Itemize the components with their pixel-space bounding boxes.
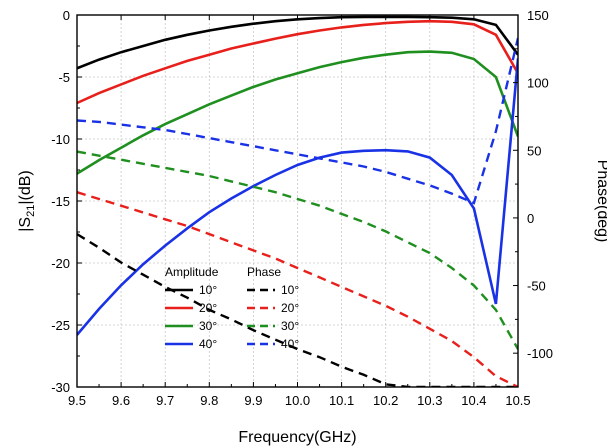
y-left-tick-label: 0 [63, 8, 70, 23]
x-tick-label: 10.4 [461, 393, 486, 408]
legend-phase-label: 20° [281, 301, 299, 315]
legend: Amplitude Phase 10° 10° 20° 20° 30° 30° 40° 40° [165, 265, 299, 351]
x-tick-label: 10.0 [285, 393, 310, 408]
y-left-tick-label: -25 [51, 318, 70, 333]
y-right-tick-label: 150 [527, 8, 549, 23]
x-tick-label: 9.5 [68, 393, 86, 408]
x-tick-label: 9.9 [244, 393, 262, 408]
phase-series-line [77, 191, 518, 387]
amplitude-series-line [77, 50, 518, 175]
y-left-tick-label: -5 [58, 70, 70, 85]
y-left-tick-label: -15 [51, 194, 70, 209]
x-tick-label: 9.7 [156, 393, 174, 408]
x-tick-label: 10.3 [417, 393, 442, 408]
axis-ticks: 9.5 9.6 9.7 9.8 9.9 10.0 10.1 10.2 10.3 10.4 10.5 0… [51, 8, 553, 408]
y-axis-left-label-sub: 21 [25, 205, 37, 217]
legend-amplitude-label: 20° [199, 301, 217, 315]
y-right-tick-label: 100 [527, 76, 549, 91]
legend-phase-label: 30° [281, 319, 299, 333]
y-axis-right-label: Phase(deg) [594, 160, 607, 243]
y-axis-left-label: |S21|(dB) [17, 170, 37, 231]
legend-phase-label: 40° [281, 337, 299, 351]
legend-amplitude-label: 30° [199, 319, 217, 333]
y-right-tick-label: -100 [527, 346, 553, 361]
x-tick-label: 9.8 [200, 393, 218, 408]
y-right-tick-label: 0 [527, 211, 534, 226]
x-axis-label: Frequency(GHz) [238, 429, 356, 446]
legend-phase-title: Phase [247, 265, 281, 279]
legend-amplitude-label: 10° [199, 283, 217, 297]
legend-amplitude-title: Amplitude [165, 265, 219, 279]
amplitude-series-line [77, 19, 518, 105]
y-right-tick-label: -50 [527, 279, 546, 294]
amplitude-series-line [77, 58, 518, 336]
y-left-tick-label: -10 [51, 132, 70, 147]
y-left-tick-label: -20 [51, 256, 70, 271]
x-tick-label: 9.6 [112, 393, 130, 408]
y-left-tick-label: -30 [51, 380, 70, 395]
legend-amplitude-label: 40° [199, 337, 217, 351]
phase-series-line [77, 150, 518, 350]
legend-phase-label: 10° [281, 283, 299, 297]
x-tick-label: 10.5 [505, 393, 530, 408]
y-right-tick-label: 50 [527, 143, 541, 158]
y-axis-left-label-main: |S [17, 217, 34, 232]
x-tick-label: 10.2 [373, 393, 398, 408]
y-axis-left-label-tail: |(dB) [17, 170, 34, 204]
x-tick-label: 10.1 [329, 393, 354, 408]
